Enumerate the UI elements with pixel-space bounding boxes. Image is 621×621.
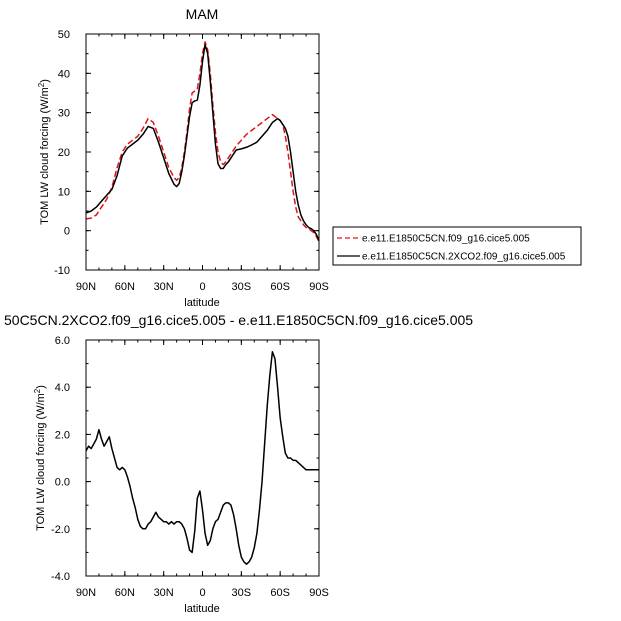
bottom-x-axis: 90N 60N 30N 0 30S 60S 90S: [76, 340, 329, 599]
legend: e.e11.E1850C5CN.f09_g16.cice5.005 e.e11.…: [332, 226, 582, 266]
bottom-x-tick-label: 30S: [232, 587, 252, 599]
bottom-y-axis-label: TOM LW cloud forcing (W/m2): [33, 385, 47, 531]
top-plot-area: [85, 41, 320, 243]
bottom-y-tick-label: 6.0: [55, 335, 70, 347]
top-x-tick-label: 30N: [154, 281, 174, 293]
top-x-tick-label: 90N: [76, 281, 96, 293]
legend-label-2xco2: e.e11.E1850C5CN.2XCO2.f09_g16.cice5.005: [362, 252, 566, 263]
top-panel: MAM 90N 60N 30N 0 30S 60S 90S -10 0 10 20 30 40 50 l…: [37, 6, 582, 309]
bottom-y-tick-label: -4.0: [51, 571, 70, 583]
top-chart-title: MAM: [186, 6, 219, 22]
bottom-x-tick-label: 30N: [154, 587, 174, 599]
top-x-tick-label: 30S: [232, 281, 252, 293]
top-x-tick-label: 60S: [270, 281, 290, 293]
top-y-tick-label: 30: [58, 108, 70, 120]
bottom-y-tick-label: -2.0: [51, 524, 70, 536]
bottom-x-tick-label: 90S: [309, 587, 329, 599]
top-y-axis-label: TOM LW cloud forcing (W/m2): [37, 79, 51, 225]
top-x-axis-label: latitude: [184, 297, 219, 309]
top-y-tick-label: 40: [58, 68, 70, 80]
bottom-plot-area: [85, 351, 319, 565]
top-x-tick-label: 0: [199, 281, 205, 293]
top-y-tick-label: 10: [58, 186, 70, 198]
bottom-x-tick-label: 60N: [115, 587, 135, 599]
top-y-tick-label: -10: [54, 265, 70, 277]
bottom-x-tick-label: 90N: [76, 587, 96, 599]
top-x-axis: 90N 60N 30N 0 30S 60S 90S: [76, 34, 329, 293]
top-y-tick-label: 20: [58, 147, 70, 159]
top-x-tick-label: 90S: [309, 281, 329, 293]
bottom-x-tick-label: 60S: [270, 587, 290, 599]
bottom-series-line-0: [85, 351, 319, 565]
top-plot-frame: [85, 33, 320, 271]
top-y-tick-label: 0: [64, 226, 70, 238]
bottom-y-tick-label: 4.0: [55, 382, 70, 394]
bottom-y-tick-label: 2.0: [55, 429, 70, 441]
top-y-axis: -10 0 10 20 30 40 50: [54, 29, 319, 277]
top-x-tick-label: 60N: [115, 281, 135, 293]
bottom-y-tick-label: 0.0: [55, 477, 70, 489]
legend-box: [332, 226, 582, 266]
legend-label-control: e.e11.E1850C5CN.f09_g16.cice5.005: [362, 234, 530, 245]
top-series-line-0: [85, 41, 320, 243]
bottom-x-axis-label: latitude: [184, 603, 219, 615]
bottom-y-axis: -4.0 -2.0 0.0 2.0 4.0 6.0: [51, 335, 319, 583]
bottom-plot-frame: [85, 339, 320, 577]
bottom-chart-title: 50C5CN.2XCO2.f09_g16.cice5.005 - e.e11.E…: [4, 312, 473, 328]
top-series-line-1: [85, 43, 320, 241]
bottom-panel: 50C5CN.2XCO2.f09_g16.cice5.005 - e.e11.E…: [4, 312, 473, 615]
bottom-x-tick-label: 0: [199, 587, 205, 599]
top-y-tick-label: 50: [58, 29, 70, 41]
